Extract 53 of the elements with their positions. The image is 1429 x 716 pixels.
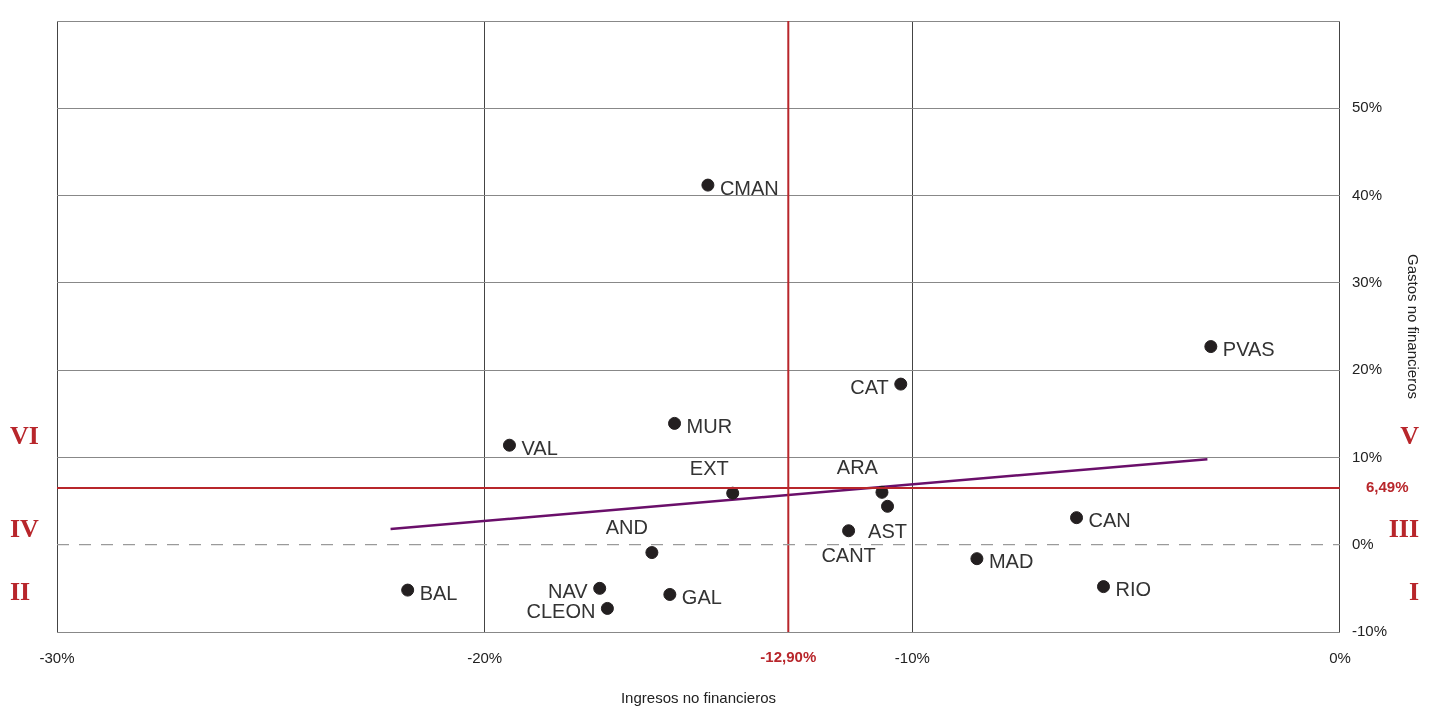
text: III (1388, 514, 1419, 544)
text: I (1408, 577, 1419, 607)
x-tick-label: -10% (894, 649, 930, 667)
annotation: CLEON (526, 599, 596, 622)
y-tick-label: -10% (1351, 622, 1388, 640)
point (663, 587, 677, 601)
annotation: ARA (836, 455, 879, 478)
y-tick-label: 20% (1351, 360, 1383, 378)
point (502, 438, 516, 452)
annotation: AND (605, 516, 648, 539)
point (668, 416, 682, 430)
annotation: MAD (988, 550, 1034, 573)
point (645, 546, 659, 560)
point (1204, 340, 1218, 354)
point (1096, 580, 1110, 594)
x-tick-label: -20% (467, 649, 503, 667)
point (701, 178, 715, 192)
y-tick-label: 50% (1351, 98, 1383, 116)
annotation: VAL (521, 436, 558, 459)
point (881, 499, 895, 513)
ref-line-label: -12,90% (760, 647, 817, 665)
y-axis-title: Gastos no financieros (1404, 253, 1422, 400)
annotation: EXT (689, 456, 729, 479)
y-tick-label: 0% (1351, 534, 1374, 552)
point (842, 524, 856, 538)
y-tick-label: 30% (1351, 273, 1383, 290)
x-tick-label: 0% (1329, 649, 1351, 667)
point (600, 601, 614, 615)
annotation: CAT (850, 375, 889, 398)
point (970, 552, 984, 566)
annotation: CANT (821, 544, 876, 567)
annotation: RIO (1115, 578, 1152, 601)
annotation: CAN (1088, 509, 1131, 532)
annotation: AST (868, 519, 907, 542)
annotation: PVAS (1222, 338, 1275, 361)
text: II (10, 577, 31, 607)
x-tick-label: -30% (39, 649, 75, 667)
ref-line-label: 6,49% (1365, 478, 1409, 496)
annotation: NAV (548, 579, 589, 602)
annotation: GAL (681, 585, 722, 608)
text: IV (10, 514, 39, 544)
x-axis-title: Ingresos no financieros (620, 689, 777, 707)
annotation: CMAN (719, 176, 779, 199)
text: V (1400, 421, 1419, 451)
point (593, 581, 607, 595)
y-tick-label: 40% (1351, 185, 1383, 203)
point (401, 583, 415, 597)
text: VI (10, 421, 39, 451)
point (1070, 511, 1084, 525)
annotation: MUR (686, 414, 733, 437)
point (894, 377, 908, 391)
y-tick-label: 10% (1351, 447, 1383, 465)
annotation: BAL (419, 581, 458, 604)
